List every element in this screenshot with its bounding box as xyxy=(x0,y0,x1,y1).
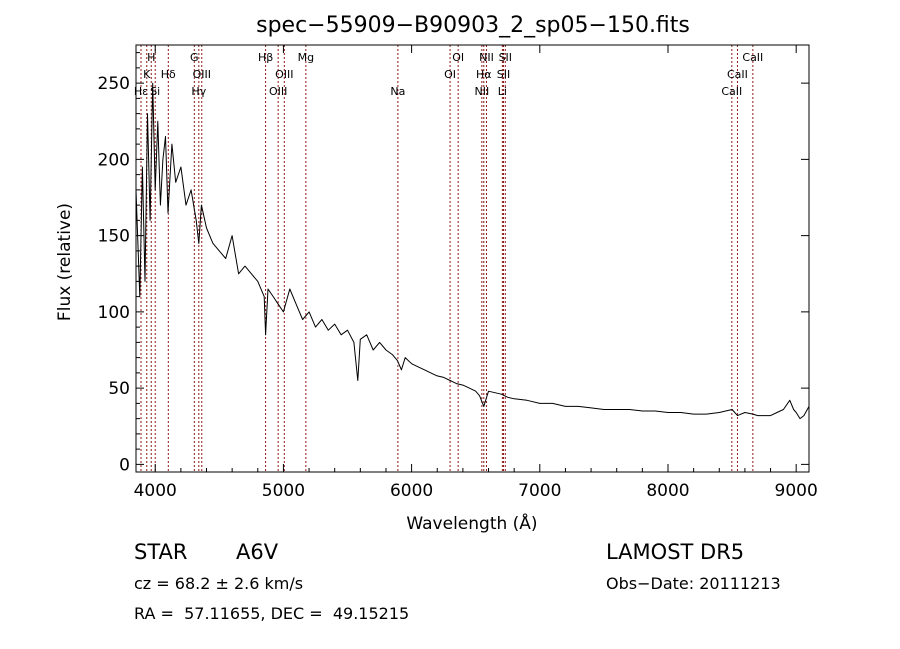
y-axis-label: Flux (relative) xyxy=(55,203,75,321)
survey-name: LAMOST DR5 xyxy=(606,540,745,564)
spectral-line-label: OI xyxy=(452,51,464,64)
spectral-line-label: Si xyxy=(150,85,160,98)
spectral-line-label: H xyxy=(147,51,155,64)
spectral-line-label: Hγ xyxy=(191,85,206,98)
x-tick-label: 4000 xyxy=(134,481,177,501)
x-tick-label: 9000 xyxy=(775,481,818,501)
spectral-line-label: Mg xyxy=(298,51,314,64)
plot-frame xyxy=(135,44,810,473)
spectral-line-label: Hβ xyxy=(258,51,273,64)
y-tick-label: 0 xyxy=(119,455,130,475)
y-tick-label: 50 xyxy=(108,379,130,399)
spectral-line-label: G xyxy=(190,51,199,64)
spectral-line-label: NII xyxy=(479,51,494,64)
y-tick-label: 250 xyxy=(98,74,130,94)
spectral-line-label: CaII xyxy=(742,51,763,64)
spectral-line-label: OI xyxy=(444,68,456,81)
spectrum-series-line xyxy=(135,82,810,420)
spectral-line-label: SII xyxy=(497,68,510,81)
object-type: STAR xyxy=(134,540,188,564)
y-tick-label: 100 xyxy=(98,303,130,323)
spectral-line-label: OIII xyxy=(275,68,293,81)
redshift-text: cz = 68.2 ± 2.6 km/s xyxy=(134,574,304,593)
subclass: A6V xyxy=(236,540,279,564)
x-axis-label: Wavelength (Å) xyxy=(406,512,537,534)
x-tick-label: 8000 xyxy=(646,481,689,501)
spectral-line-label: CaII xyxy=(727,68,748,81)
spectral-line-label: Li xyxy=(498,85,507,98)
spectral-line-label: NII xyxy=(474,85,489,98)
spectral-line-label: OIII xyxy=(193,68,211,81)
spectral-line-label: OIII xyxy=(269,85,287,98)
spectral-line-label: Hδ xyxy=(161,68,176,81)
spectral-line-label: SII xyxy=(499,51,512,64)
y-tick-label: 150 xyxy=(98,227,130,247)
obs-date: Obs−Date: 20111213 xyxy=(606,574,781,593)
y-tick-label: 200 xyxy=(98,150,130,170)
spectral-line-label: Hα xyxy=(476,68,492,81)
x-tick-label: 6000 xyxy=(390,481,433,501)
spectral-line-label: CaII xyxy=(721,85,742,98)
coordinates: RA = 57.11655, DEC = 49.15215 xyxy=(134,604,410,623)
chart-title: spec−55909−B90903_2_sp05−150.fits xyxy=(256,13,690,38)
spectral-line-label: Na xyxy=(390,85,405,98)
x-tick-label: 5000 xyxy=(262,481,305,501)
x-tick-label: 7000 xyxy=(518,481,561,501)
spectral-line-label: K xyxy=(143,68,151,81)
spectral-line-label: Hε xyxy=(134,85,148,98)
